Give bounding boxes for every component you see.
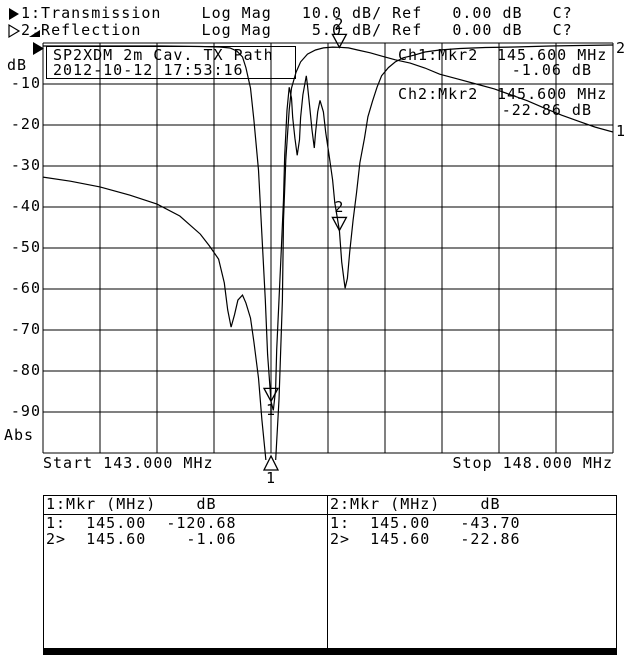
- table-1-row-2: 2> 145.60 -1.06: [46, 530, 237, 548]
- ch1-marker-value: -1.06 dB: [511, 61, 592, 79]
- axis-marker-number: 1: [266, 469, 277, 487]
- marker-triangle-icon: [331, 216, 348, 232]
- ch2-marker-readout-label: Ch2:Mkr2: [398, 85, 479, 103]
- marker-number: 1: [266, 401, 277, 420]
- table-1-row-1: 1: 145.00 -120.68: [46, 514, 237, 532]
- table-2-row-1: 1: 145.00 -43.70: [330, 514, 521, 532]
- marker-tables-divider: [327, 495, 328, 648]
- y-tick-label: -10: [10, 74, 41, 92]
- y-tick-label: -40: [10, 197, 41, 215]
- ch2-marker-value: -22.86 dB: [501, 101, 592, 119]
- y-tick-label: -90: [10, 402, 41, 420]
- ch1-marker-readout-label: Ch1:Mkr2: [398, 46, 479, 64]
- y-tick-label: -80: [10, 361, 41, 379]
- channel-2-header: 2:Reflection Log Mag 5.0 dB/ Ref 0.00 dB…: [21, 21, 573, 39]
- x-axis-start-label: Start 143.000 MHz: [43, 454, 214, 472]
- marker-number: 2: [334, 15, 345, 34]
- ch2-marker-freq: 145.600 MHz: [497, 85, 608, 103]
- y-tick-label: -70: [10, 320, 41, 338]
- marker-number: 2: [334, 198, 345, 217]
- marker-triangle-icon: [262, 387, 280, 403]
- marker-tables-header-rule: [43, 514, 617, 515]
- marker-tables-box: [43, 495, 617, 655]
- trace-1-end-label: 1: [616, 122, 627, 140]
- ref-level-indicator-icon: [33, 42, 44, 55]
- trace-2-end-label: 2: [616, 39, 627, 57]
- y-axis-unit-label: dB: [7, 56, 28, 74]
- x-axis-stop-label: Stop 148.000 MHz: [452, 454, 613, 472]
- y-tick-label: -60: [10, 279, 41, 297]
- y-tick-label: -50: [10, 238, 41, 256]
- axis-marker-triangle-icon: [262, 454, 280, 471]
- channel-1-header: 1:Transmission Log Mag 10.0 dB/ Ref 0.00…: [21, 4, 573, 22]
- y-axis-bottom-label: Abs: [4, 426, 35, 444]
- table-1-header: 1:Mkr (MHz) dB: [46, 495, 217, 513]
- channel-1-active-icon: [9, 8, 19, 20]
- datetime-text: 2012-10-12 17:53:16: [53, 61, 244, 79]
- y-tick-label: -20: [10, 115, 41, 133]
- table-2-header: 2:Mkr (MHz) dB: [330, 495, 501, 513]
- y-tick-label: -30: [10, 156, 41, 174]
- channel-2-inactive-icon: [8, 23, 21, 39]
- table-2-row-2: 2> 145.60 -22.86: [330, 530, 521, 548]
